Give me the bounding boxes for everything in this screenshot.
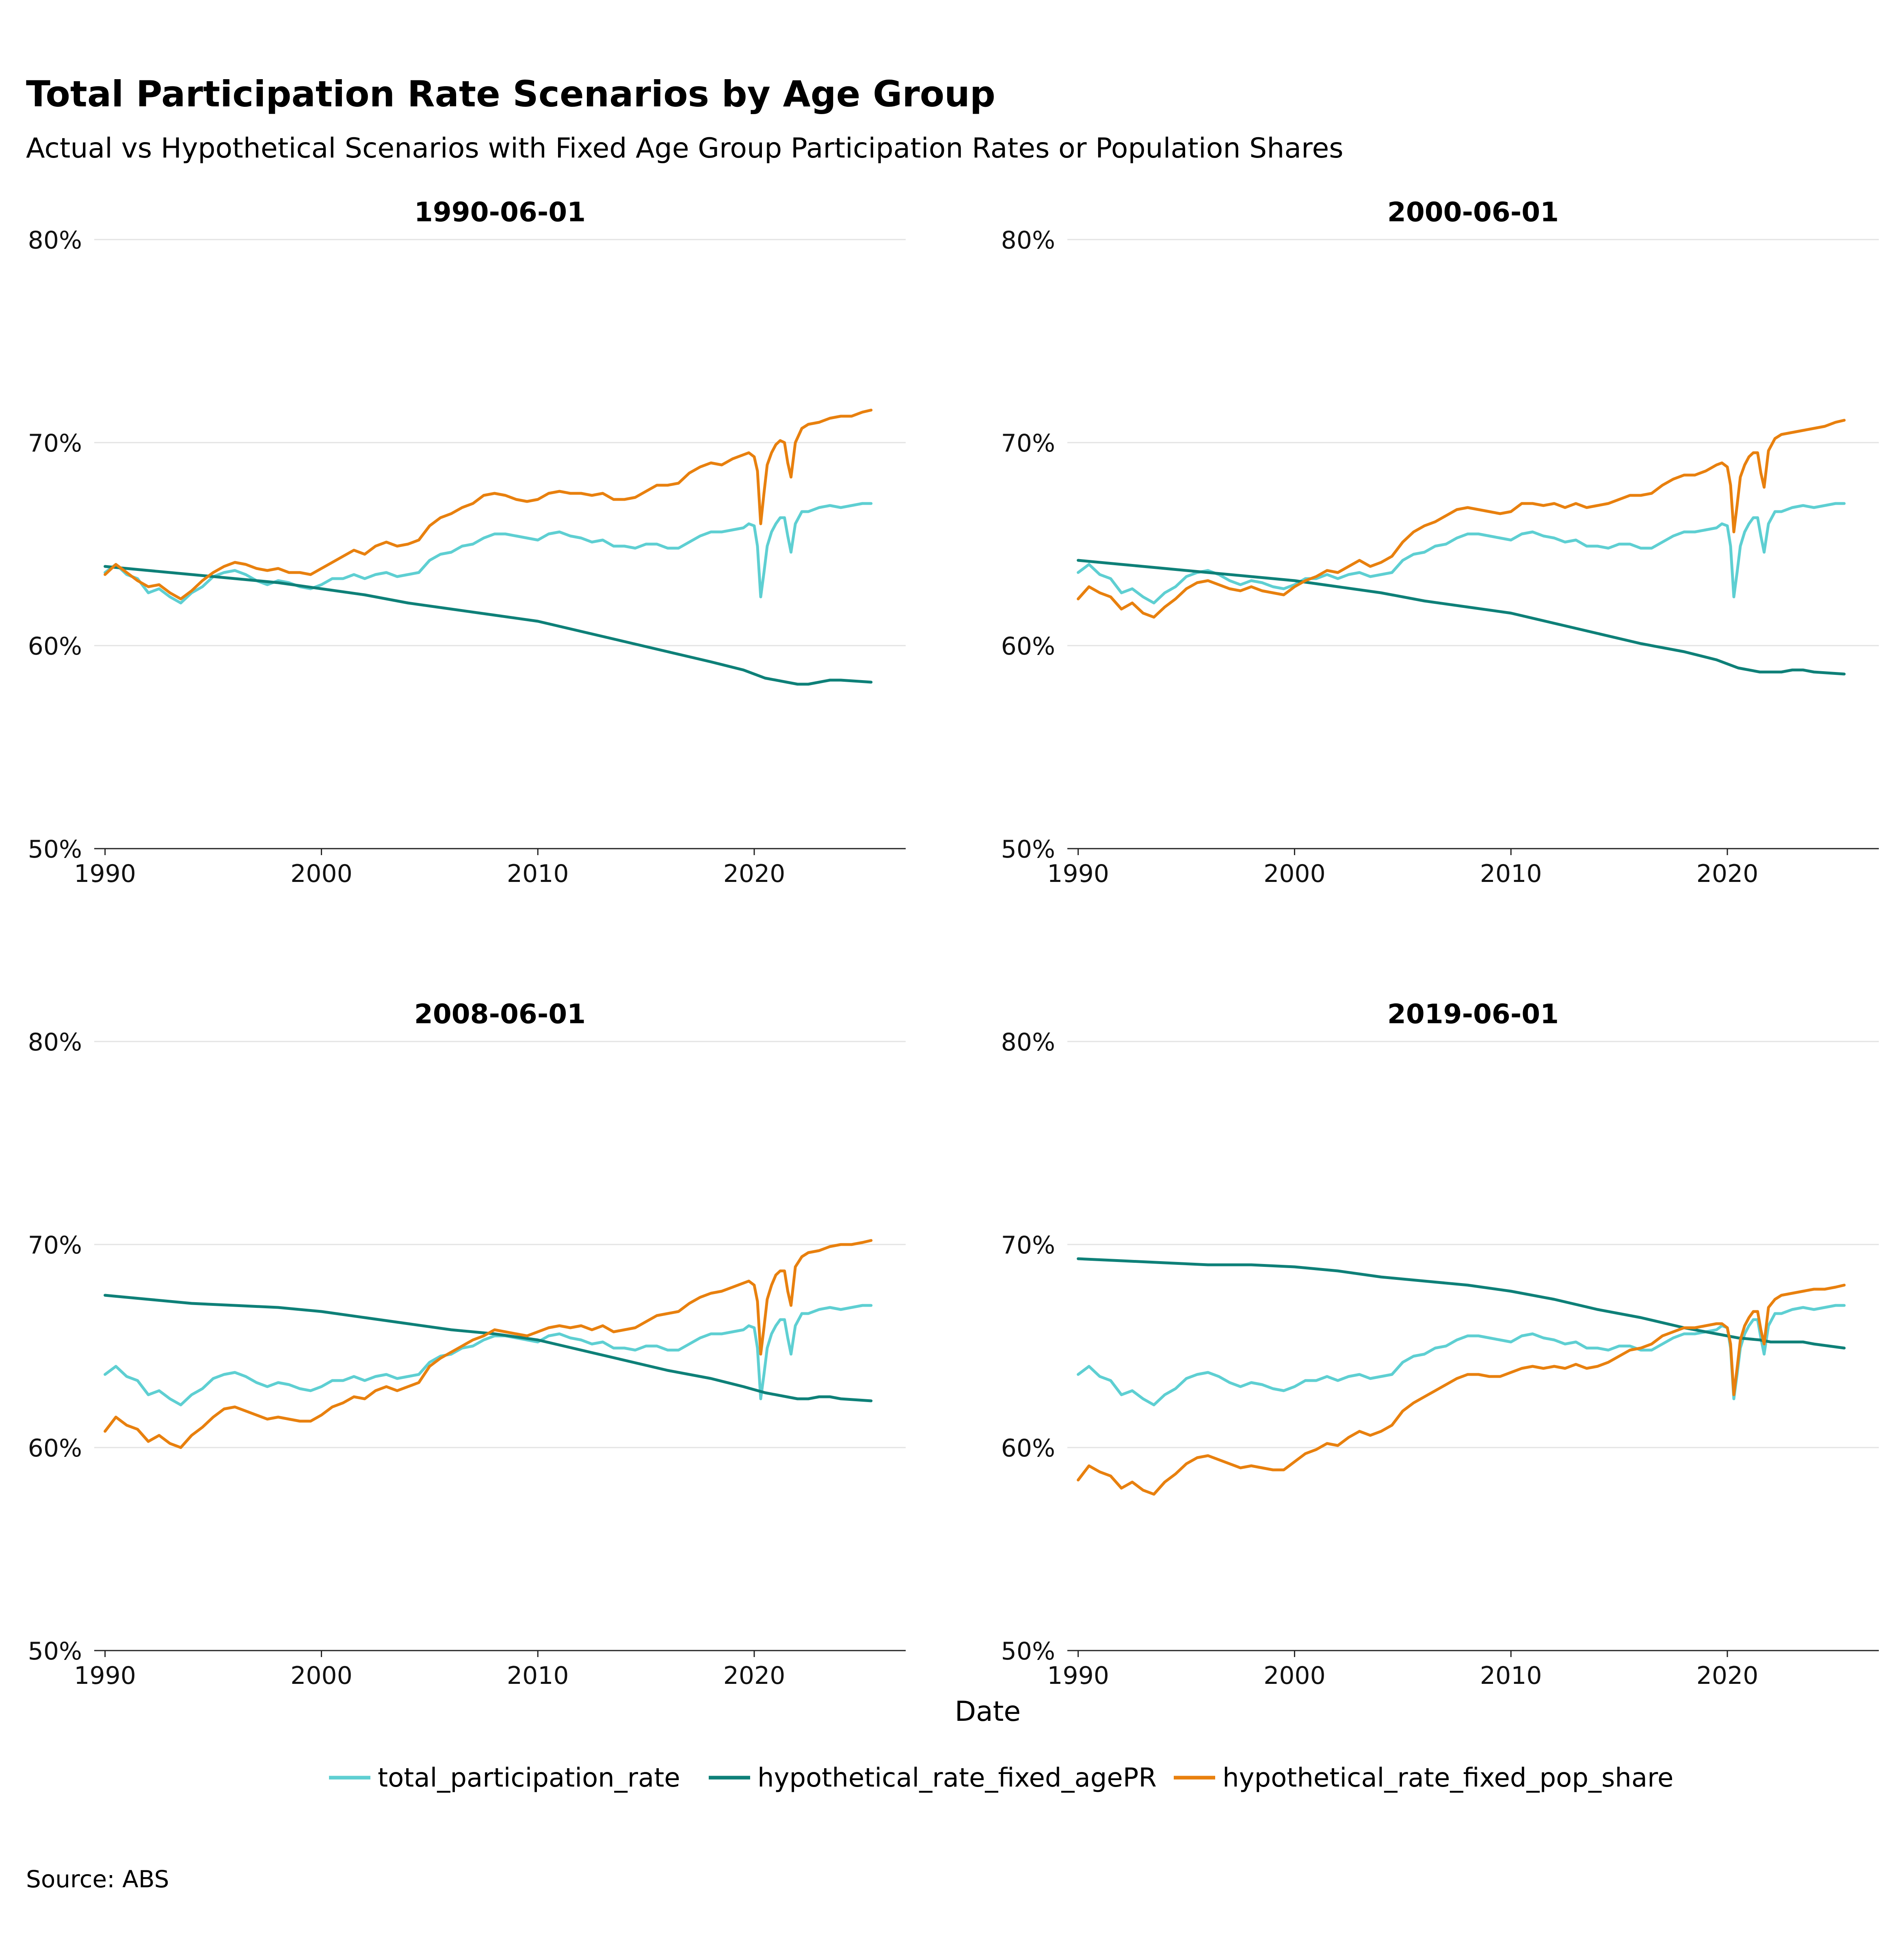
chart-subtitle: Actual vs Hypothetical Scenarios with Fi… xyxy=(26,132,1344,164)
x-tick-label: 1990 xyxy=(74,1662,136,1690)
y-tick-label: 80% xyxy=(28,226,82,255)
x-tick-label: 2020 xyxy=(1696,1662,1759,1690)
x-tick-label: 2010 xyxy=(1480,860,1542,888)
series-line-hypothetical-rate-fixed-agepr xyxy=(1077,559,1846,676)
panel-2000-06-01: 2000-06-01 50% 60% 70% 80% 1990 2000 2010 2020 xyxy=(1001,197,1879,888)
x-tick-label: 2010 xyxy=(1480,1662,1542,1690)
y-tick-label: 80% xyxy=(1001,1028,1055,1057)
y-tick-label: 70% xyxy=(28,429,82,458)
y-tick-label: 60% xyxy=(28,1434,82,1463)
series-line-hypothetical-rate-fixed-agepr xyxy=(104,565,873,686)
series-line-hypothetical-rate-fixed-agepr xyxy=(104,1294,873,1402)
x-tick-label: 2020 xyxy=(1696,860,1759,888)
series-line-total-participation-rate xyxy=(104,502,873,605)
x-tick-label: 1990 xyxy=(1047,1662,1109,1690)
x-tick-label: 2000 xyxy=(1264,1662,1326,1690)
x-tick-label: 2000 xyxy=(1264,860,1326,888)
series-line-total-participation-rate xyxy=(1077,1304,1846,1407)
panel-title: 1990-06-01 xyxy=(414,197,586,228)
y-tick-label: 70% xyxy=(28,1231,82,1260)
x-tick-label: 2020 xyxy=(723,1662,785,1690)
x-tick-label: 2020 xyxy=(723,860,785,888)
panel-2008-06-01: 2008-06-01 50% 60% 70% 80% 1990 2000 2010 2020 xyxy=(28,998,906,1690)
x-tick-label: 2000 xyxy=(290,860,353,888)
series-line-hypothetical-rate-fixed-pop-share xyxy=(104,1239,873,1449)
legend-label-hypothetical-rate-fixed-agepr: hypothetical_rate_fixed_agePR xyxy=(757,1763,1157,1793)
source-caption: Source: ABS xyxy=(26,1865,169,1893)
series-line-total-participation-rate xyxy=(104,1304,873,1407)
legend-label-hypothetical-rate-fixed-pop-share: hypothetical_rate_fixed_pop_share xyxy=(1222,1763,1673,1793)
y-tick-label: 70% xyxy=(1001,429,1055,458)
y-tick-label: 60% xyxy=(1001,632,1055,661)
x-tick-label: 1990 xyxy=(1047,860,1109,888)
chart-title: Total Participation Rate Scenarios by Ag… xyxy=(26,73,995,115)
y-tick-label: 50% xyxy=(28,835,82,864)
y-tick-label: 60% xyxy=(1001,1434,1055,1463)
x-tick-label: 2010 xyxy=(507,1662,569,1690)
panel-2019-06-01: 2019-06-01 50% 60% 70% 80% 1990 2000 2010 2020 xyxy=(1001,998,1879,1690)
y-tick-label: 50% xyxy=(1001,1637,1055,1666)
x-tick-label: 2000 xyxy=(290,1662,353,1690)
y-tick-label: 50% xyxy=(28,1637,82,1666)
y-tick-label: 60% xyxy=(28,632,82,661)
series-line-hypothetical-rate-fixed-pop-share xyxy=(104,408,873,601)
x-tick-label: 2010 xyxy=(507,860,569,888)
y-tick-label: 80% xyxy=(1001,226,1055,255)
y-tick-label: 70% xyxy=(1001,1231,1055,1260)
series-line-hypothetical-rate-fixed-pop-share xyxy=(1077,1283,1846,1496)
x-axis-label: Date xyxy=(955,1696,1021,1728)
panel-title: 2008-06-01 xyxy=(414,998,586,1030)
panel-title: 2019-06-01 xyxy=(1387,998,1559,1030)
panel-1990-06-01: 1990-06-01 50% 60% 70% 80% 1990 2000 2010 2020 xyxy=(28,197,906,888)
y-tick-label: 80% xyxy=(28,1028,82,1057)
legend-label-total-participation-rate: total_participation_rate xyxy=(378,1763,680,1793)
x-tick-label: 1990 xyxy=(74,860,136,888)
series-line-total-participation-rate xyxy=(1077,502,1846,605)
y-tick-label: 50% xyxy=(1001,835,1055,864)
series-line-hypothetical-rate-fixed-agepr xyxy=(1077,1257,1846,1350)
series-line-hypothetical-rate-fixed-pop-share xyxy=(1077,419,1846,619)
legend: total_participation_rate hypothetical_ra… xyxy=(329,1763,1673,1793)
panel-title: 2000-06-01 xyxy=(1387,197,1559,228)
